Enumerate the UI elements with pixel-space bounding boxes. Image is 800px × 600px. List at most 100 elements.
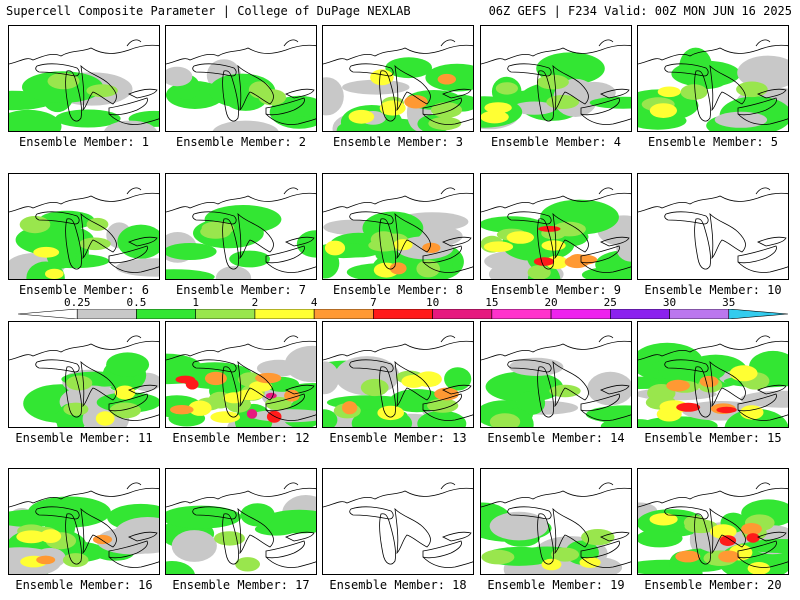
lake-outline bbox=[35, 63, 80, 77]
lake-outline bbox=[65, 366, 82, 418]
lake-outline bbox=[35, 211, 80, 225]
coastline bbox=[638, 187, 788, 273]
page-title: Supercell Composite Parameter | College … bbox=[6, 4, 411, 18]
lake-outline bbox=[80, 507, 117, 555]
lake-outline bbox=[737, 97, 777, 116]
ensemble-member-label: Ensemble Member: 6 bbox=[18, 283, 150, 297]
legend-swatch bbox=[491, 309, 552, 319]
lake-outline bbox=[394, 360, 431, 408]
scp-contour-fill bbox=[719, 535, 737, 546]
lake-outline bbox=[108, 245, 148, 264]
ensemble-member-label: Ensemble Member: 17 bbox=[172, 578, 310, 592]
legend-tick-label: 4 bbox=[310, 296, 318, 309]
lake-outline bbox=[537, 218, 554, 270]
scp-contour-fill bbox=[40, 529, 62, 543]
scp-contour-fill bbox=[736, 81, 768, 98]
scp-contour-fill bbox=[368, 239, 400, 252]
scp-contour-fill bbox=[33, 246, 60, 258]
scp-contour-fill bbox=[638, 419, 656, 427]
coastline bbox=[9, 39, 159, 125]
ensemble-member-label: Ensemble Member: 5 bbox=[647, 135, 779, 149]
scp-contour-fill bbox=[377, 405, 404, 421]
scp-contour-fill bbox=[166, 561, 195, 574]
lake-outline bbox=[664, 359, 709, 373]
ensemble-panel bbox=[8, 173, 160, 280]
lake-outline bbox=[349, 506, 394, 520]
scp-contour-fill bbox=[62, 553, 89, 568]
scp-contour-fill bbox=[415, 371, 442, 387]
scp-contour-fill bbox=[324, 240, 346, 256]
scp-contour-fill bbox=[66, 375, 93, 391]
lake-outline bbox=[552, 360, 589, 408]
scp-contour-fill bbox=[360, 378, 389, 397]
lake-outline bbox=[757, 384, 787, 395]
lake-outline bbox=[237, 507, 274, 555]
scp-contour-fill bbox=[229, 250, 270, 268]
scp-contour-fill bbox=[9, 109, 62, 131]
scp-contour-fill bbox=[246, 409, 258, 419]
scp-contour-fill bbox=[533, 257, 555, 266]
legend-swatch bbox=[669, 309, 730, 319]
scp-contour-fill bbox=[714, 111, 768, 128]
scp-contour-fill bbox=[117, 224, 159, 259]
scp-contour-fill bbox=[323, 77, 344, 116]
legend-swatch bbox=[76, 309, 137, 319]
lake-outline bbox=[128, 236, 158, 247]
scp-contour-fill bbox=[747, 562, 771, 574]
lake-outline bbox=[379, 513, 396, 565]
legend-swatch bbox=[610, 309, 670, 319]
ensemble-member-label: Ensemble Member: 11 bbox=[15, 431, 153, 445]
scp-contour-fill bbox=[516, 391, 546, 416]
scp-contour-fill bbox=[47, 72, 80, 90]
lake-outline bbox=[128, 88, 158, 99]
scp-contour-fill bbox=[109, 402, 141, 419]
scp-contour-fill bbox=[538, 225, 561, 232]
color-scale-legend bbox=[18, 309, 788, 319]
scp-contour-fill bbox=[437, 73, 456, 85]
coastline bbox=[166, 335, 316, 421]
coastline bbox=[323, 187, 473, 273]
scp-contour-fill bbox=[489, 413, 521, 427]
scp-contour-fill bbox=[680, 84, 708, 100]
scp-map bbox=[638, 39, 788, 131]
lake-outline bbox=[709, 507, 746, 555]
coastline bbox=[9, 482, 159, 568]
lake-outline bbox=[379, 366, 396, 418]
scp-map bbox=[166, 482, 316, 574]
lake-outline bbox=[600, 531, 630, 542]
scp-contour-fill bbox=[512, 101, 556, 115]
legend-swatch bbox=[254, 309, 315, 319]
ensemble-panel bbox=[322, 321, 474, 428]
lake-outline bbox=[65, 70, 82, 122]
lake-outline bbox=[379, 70, 396, 122]
coastline bbox=[9, 335, 159, 421]
ensemble-member-label: Ensemble Member: 20 bbox=[644, 578, 782, 592]
scp-contour-fill bbox=[385, 57, 433, 79]
lake-outline bbox=[580, 97, 620, 116]
scp-contour-fill bbox=[484, 102, 512, 114]
coastline bbox=[323, 482, 473, 568]
scp-contour-fill bbox=[589, 96, 631, 109]
scp-contour-fill bbox=[296, 230, 316, 258]
ensemble-panel bbox=[637, 173, 789, 280]
ensemble-member-label: Ensemble Member: 14 bbox=[487, 431, 625, 445]
ensemble-member-label: Ensemble Member: 16 bbox=[15, 578, 153, 592]
legend-tick-label: 15 bbox=[485, 296, 499, 309]
scp-map bbox=[481, 187, 631, 279]
scp-map bbox=[9, 335, 159, 427]
lake-outline bbox=[285, 88, 315, 99]
scp-contour-fill bbox=[55, 109, 121, 128]
lake-outline bbox=[664, 506, 709, 520]
scp-contour-fill bbox=[639, 416, 718, 427]
scp-contour-fill bbox=[9, 509, 66, 527]
scp-map bbox=[638, 482, 788, 574]
scp-contour-fill bbox=[250, 409, 316, 423]
scp-map bbox=[481, 482, 631, 574]
lake-outline bbox=[379, 218, 396, 270]
lake-outline bbox=[192, 359, 237, 373]
lake-outline bbox=[108, 393, 148, 412]
scp-contour-fill bbox=[737, 55, 788, 90]
ensemble-member-label: Ensemble Member: 3 bbox=[332, 135, 464, 149]
ensemble-panel bbox=[8, 468, 160, 575]
scp-contour-fill bbox=[666, 379, 690, 392]
